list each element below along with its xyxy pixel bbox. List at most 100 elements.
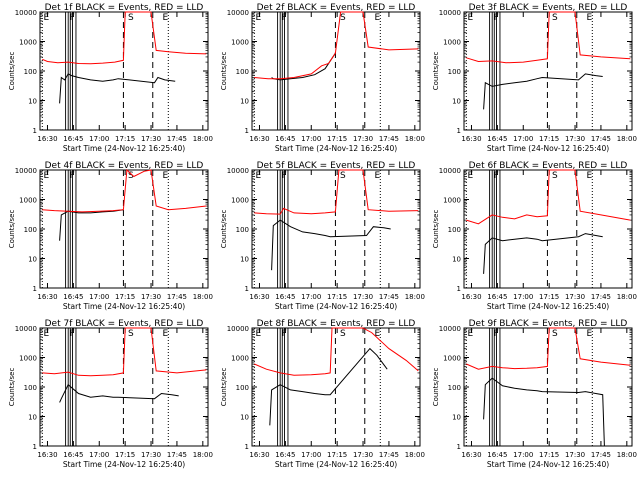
- x-tick-label: 17:15: [115, 293, 135, 301]
- marker-label: E: [43, 13, 49, 23]
- x-tick-label: 17:00: [301, 451, 321, 459]
- y-axis-label: Counts/sec: [8, 52, 16, 91]
- x-tick-label: 17:00: [513, 451, 533, 459]
- y-tick-label: 1: [457, 285, 461, 293]
- x-tick-label: 17:45: [591, 451, 611, 459]
- y-tick-label: 1000: [443, 355, 461, 363]
- events-series-line: [59, 209, 124, 241]
- y-tick-label: 10000: [15, 325, 37, 333]
- x-tick-label: 17:00: [301, 135, 321, 143]
- x-tick-label: 18:00: [193, 135, 213, 143]
- x-tick-label: 17:30: [141, 135, 161, 143]
- x-tick-label: 17:45: [591, 293, 611, 301]
- marker-label: E: [163, 171, 169, 181]
- detector-panel: Det 3f BLACK = Events, RED = LLD 1 10 100 10…: [432, 3, 637, 153]
- marker-label: F: [282, 329, 287, 339]
- y-tick-label: 10000: [15, 9, 37, 17]
- y-tick-label: 100: [24, 226, 37, 234]
- y-tick-label: 10000: [227, 325, 249, 333]
- x-tick-label: 17:30: [141, 293, 161, 301]
- x-tick-label: 17:15: [539, 451, 559, 459]
- y-tick-label: 10000: [439, 9, 461, 17]
- detector-panel: Det 7f BLACK = Events, RED = LLD 1 10 100 10…: [8, 319, 213, 469]
- x-tick-label: 17:45: [591, 135, 611, 143]
- marker-label: F: [494, 171, 499, 181]
- x-axis-label: Start Time (24-Nov-12 16:25:40): [487, 302, 609, 311]
- y-tick-label: 1: [245, 127, 249, 135]
- x-tick-label: 17:00: [89, 293, 109, 301]
- y-tick-label: 1: [457, 443, 461, 451]
- y-axis-label: Counts/sec: [220, 368, 228, 407]
- x-tick-label: 17:00: [89, 135, 109, 143]
- x-axis-label: Start Time (24-Nov-12 16:25:40): [275, 460, 397, 469]
- panel-title: Det 5f BLACK = Events, RED = LLD: [257, 161, 416, 171]
- lld-series-line: [466, 169, 631, 225]
- marker-label: E: [375, 13, 381, 23]
- y-tick-label: 1000: [19, 355, 37, 363]
- x-tick-label: 16:30: [461, 293, 481, 301]
- x-axis-label: Start Time (24-Nov-12 16:25:40): [63, 302, 185, 311]
- marker-label: E: [467, 329, 473, 339]
- x-tick-label: 16:30: [249, 451, 269, 459]
- y-tick-label: 10: [28, 98, 37, 106]
- panel-title: Det 9f BLACK = Events, RED = LLD: [469, 319, 628, 329]
- x-tick-label: 16:45: [487, 135, 507, 143]
- marker-label: E: [255, 171, 261, 181]
- y-tick-label: 1: [33, 285, 37, 293]
- x-tick-label: 17:15: [115, 135, 135, 143]
- marker-label: S: [552, 13, 558, 23]
- y-tick-label: 10: [240, 414, 249, 422]
- y-tick-label: 1: [245, 285, 249, 293]
- panel-title: Det 4f BLACK = Events, RED = LLD: [45, 161, 204, 171]
- x-tick-label: 16:45: [275, 451, 295, 459]
- lld-series-line: [466, 11, 631, 64]
- x-axis-label: Start Time (24-Nov-12 16:25:40): [275, 144, 397, 153]
- y-tick-label: 10000: [227, 167, 249, 175]
- events-series-line: [269, 347, 388, 426]
- x-tick-label: 16:30: [37, 135, 57, 143]
- x-tick-label: 17:30: [353, 135, 373, 143]
- marker-label: F: [70, 329, 75, 339]
- x-tick-label: 17:30: [353, 293, 373, 301]
- marker-label: S: [340, 171, 346, 181]
- x-axis-label: Start Time (24-Nov-12 16:25:40): [487, 460, 609, 469]
- x-tick-label: 17:30: [353, 451, 373, 459]
- y-tick-label: 10000: [227, 9, 249, 17]
- y-axis-label: Counts/sec: [220, 52, 228, 91]
- x-tick-label: 18:00: [405, 135, 425, 143]
- marker-label: E: [43, 171, 49, 181]
- lld-series-line: [254, 327, 419, 376]
- x-tick-label: 18:00: [405, 293, 425, 301]
- detector-panel: Det 6f BLACK = Events, RED = LLD 1 10 100 10…: [432, 161, 637, 311]
- y-tick-label: 10: [240, 98, 249, 106]
- marker-label: F: [282, 171, 287, 181]
- marker-label: E: [375, 171, 381, 181]
- lld-series-line: [254, 169, 419, 215]
- marker-label: S: [552, 171, 558, 181]
- marker-label: S: [128, 329, 134, 339]
- lld-series-line: [466, 327, 631, 370]
- marker-label: F: [70, 171, 75, 181]
- marker-label: E: [587, 171, 593, 181]
- x-tick-label: 17:30: [565, 293, 585, 301]
- y-tick-label: 10: [240, 256, 249, 264]
- x-tick-label: 17:45: [379, 293, 399, 301]
- marker-label: S: [128, 13, 134, 23]
- y-tick-label: 100: [24, 68, 37, 76]
- y-tick-label: 1000: [19, 39, 37, 47]
- y-axis-label: Counts/sec: [432, 52, 440, 91]
- marker-label: E: [163, 329, 169, 339]
- y-tick-label: 1000: [443, 39, 461, 47]
- x-tick-label: 16:30: [461, 135, 481, 143]
- events-series-line: [271, 219, 391, 271]
- y-tick-label: 100: [236, 226, 249, 234]
- y-tick-label: 100: [448, 226, 461, 234]
- lld-series-line: [42, 327, 207, 377]
- marker-label: F: [70, 13, 75, 23]
- panel-title: Det 7f BLACK = Events, RED = LLD: [45, 319, 204, 329]
- x-tick-label: 18:00: [193, 293, 213, 301]
- panel-title: Det 8f BLACK = Events, RED = LLD: [257, 319, 416, 329]
- y-axis-label: Counts/sec: [8, 368, 16, 407]
- x-tick-label: 16:30: [249, 293, 269, 301]
- y-tick-label: 1: [457, 127, 461, 135]
